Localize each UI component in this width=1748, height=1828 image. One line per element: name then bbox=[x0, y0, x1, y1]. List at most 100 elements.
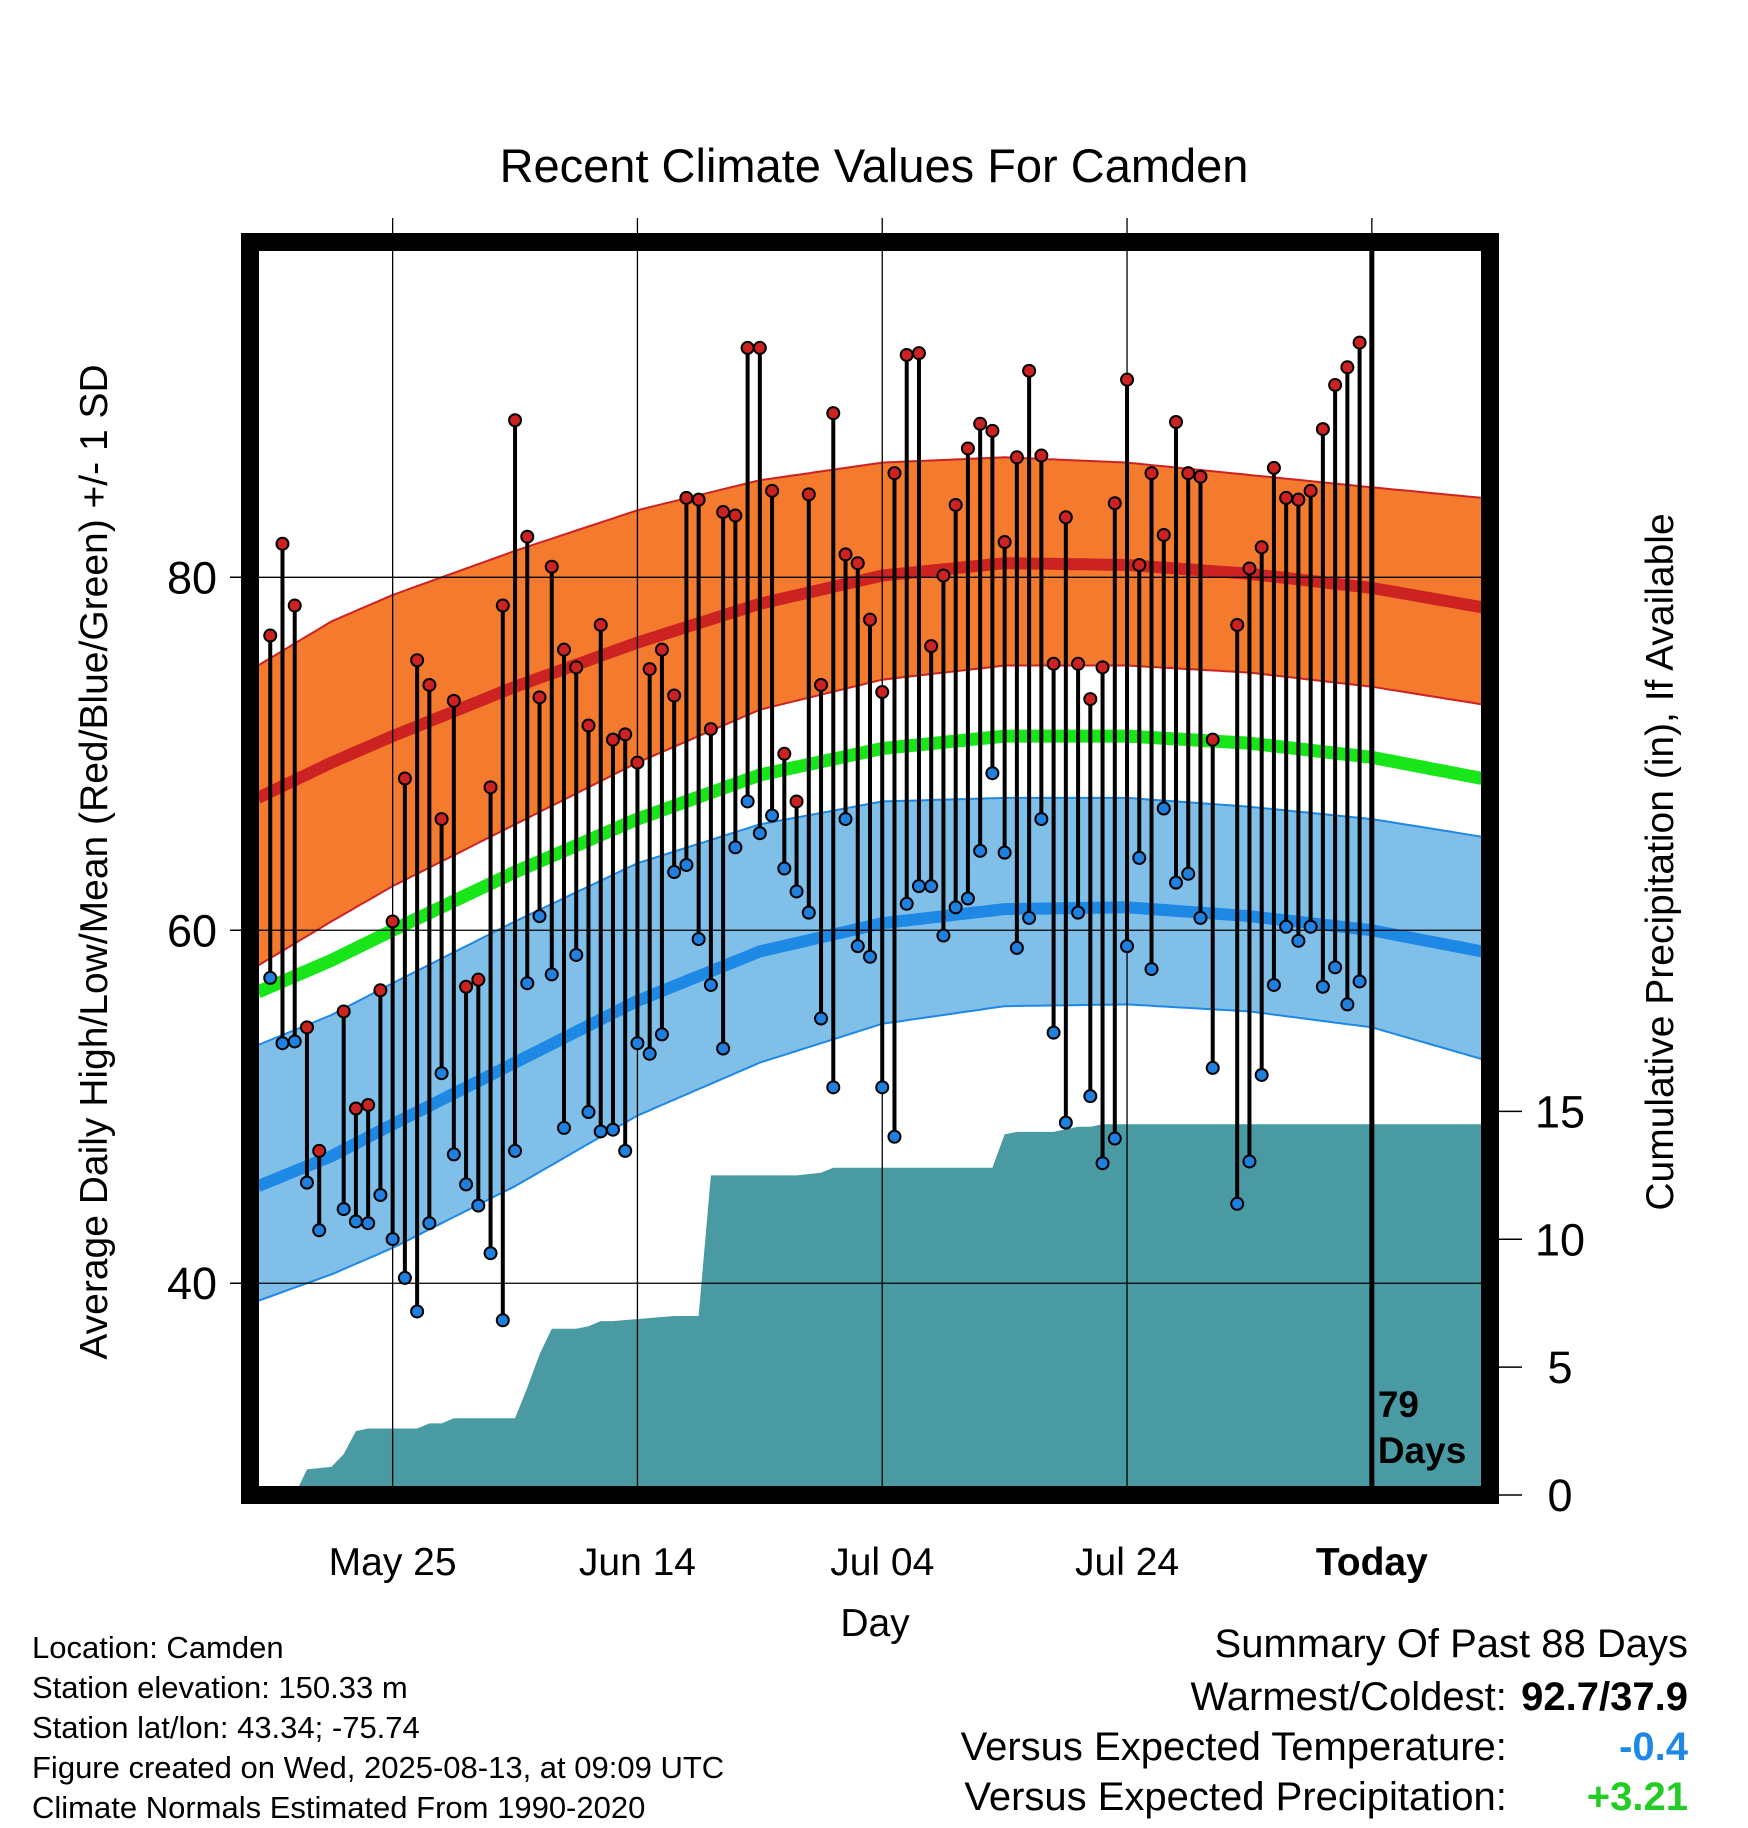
daily-low-point bbox=[850, 939, 865, 954]
daily-low-point bbox=[520, 976, 535, 991]
daily-low-point bbox=[973, 843, 988, 858]
created-text: Figure created on Wed, 2025-08-13, at 09… bbox=[32, 1750, 725, 1785]
latlon-text: Station lat/lon: 43.34; -75.74 bbox=[32, 1710, 420, 1745]
daily-high-point bbox=[410, 653, 425, 668]
daily-high-point bbox=[287, 598, 302, 613]
daily-high-point bbox=[1205, 732, 1220, 747]
daily-low-point bbox=[703, 977, 718, 992]
daily-high-point bbox=[654, 642, 669, 657]
daily-low-point bbox=[1083, 1089, 1098, 1104]
daily-low-point bbox=[1071, 905, 1086, 920]
daily-low-point bbox=[385, 1232, 400, 1247]
daily-high-point bbox=[1181, 466, 1196, 481]
daily-high-point bbox=[1022, 363, 1037, 378]
daily-low-point bbox=[801, 905, 816, 920]
daily-low-point bbox=[434, 1066, 449, 1081]
daily-low-point bbox=[373, 1187, 388, 1202]
daily-low-point bbox=[716, 1041, 731, 1056]
daily-low-point bbox=[863, 949, 877, 964]
normals-text: Climate Normals Estimated From 1990-2020 bbox=[32, 1790, 646, 1825]
daily-low-point bbox=[1193, 910, 1208, 925]
x-tick-label: Jun 14 bbox=[579, 1541, 696, 1584]
y2-axis-label: Cumulative Precipitation (in), If Availa… bbox=[1639, 513, 1682, 1210]
daily-high-point bbox=[789, 794, 804, 809]
daily-high-point bbox=[1352, 335, 1367, 350]
daily-high-point bbox=[973, 416, 988, 431]
daily-low-point bbox=[667, 865, 682, 880]
summary-temperature: Versus Expected Temperature: -0.4 bbox=[961, 1725, 1688, 1770]
daily-high-point bbox=[483, 780, 498, 795]
daily-low-point bbox=[654, 1027, 669, 1042]
daily-low-point bbox=[299, 1175, 314, 1190]
daily-high-point bbox=[838, 547, 853, 562]
daily-low-point bbox=[826, 1080, 841, 1095]
daily-low-point bbox=[814, 1011, 829, 1026]
daily-low-point bbox=[728, 840, 743, 855]
daily-high-point bbox=[1242, 561, 1257, 576]
y2-tick-label: 10 bbox=[1535, 1214, 1585, 1265]
daily-high-point bbox=[936, 568, 951, 583]
daily-high-point bbox=[630, 755, 645, 770]
daily-high-point bbox=[361, 1097, 376, 1112]
daily-low-point bbox=[1230, 1196, 1245, 1211]
daily-high-point bbox=[532, 690, 547, 705]
daily-high-point bbox=[875, 685, 890, 700]
daily-high-point bbox=[814, 677, 829, 692]
daily-low-point bbox=[1107, 1131, 1122, 1146]
summary-precipitation: Versus Expected Precipitation: +3.21 bbox=[964, 1775, 1688, 1820]
x-tick-label: Today bbox=[1316, 1541, 1428, 1584]
daily-high-point bbox=[1279, 490, 1294, 505]
daily-high-point bbox=[765, 483, 780, 498]
chart-title: Recent Climate Values For Camden bbox=[500, 139, 1249, 192]
daily-high-point bbox=[275, 536, 290, 551]
daily-high-point bbox=[1193, 469, 1208, 484]
location-text: Location: Camden bbox=[32, 1630, 284, 1665]
daily-low-point bbox=[1266, 977, 1281, 992]
daily-high-point bbox=[1303, 483, 1318, 498]
daily-high-point bbox=[605, 732, 620, 747]
daily-high-point bbox=[1009, 450, 1024, 465]
daily-low-point bbox=[838, 812, 853, 827]
daily-low-point bbox=[397, 1270, 412, 1285]
daily-high-point bbox=[1144, 466, 1159, 481]
daily-low-point bbox=[361, 1216, 376, 1231]
daily-high-point bbox=[679, 490, 694, 505]
daily-low-point bbox=[997, 845, 1012, 860]
daily-high-point bbox=[887, 466, 902, 481]
daily-high-point bbox=[593, 617, 608, 632]
daily-high-point bbox=[385, 914, 400, 929]
daily-low-point bbox=[1058, 1115, 1073, 1130]
daily-high-point bbox=[1120, 372, 1135, 387]
daily-low-point bbox=[740, 794, 755, 809]
daily-high-point bbox=[985, 423, 1000, 438]
daily-low-point bbox=[630, 1036, 645, 1051]
daily-low-point bbox=[1169, 875, 1183, 890]
daily-high-point bbox=[348, 1101, 363, 1116]
daily-high-point bbox=[336, 1004, 351, 1019]
daily-low-point bbox=[1156, 801, 1171, 816]
daily-high-point bbox=[1132, 557, 1147, 572]
daily-high-point bbox=[1315, 422, 1330, 437]
daily-low-point bbox=[1034, 812, 1049, 827]
daily-low-point bbox=[1022, 910, 1037, 925]
daily-high-point bbox=[801, 487, 816, 502]
daily-high-point bbox=[1156, 527, 1171, 542]
daily-high-point bbox=[728, 508, 743, 523]
daily-low-point bbox=[446, 1147, 461, 1162]
daily-low-point bbox=[1242, 1154, 1257, 1169]
daily-high-point bbox=[263, 628, 278, 643]
daily-low-point bbox=[348, 1214, 363, 1229]
daily-low-point bbox=[508, 1143, 523, 1158]
daily-high-point bbox=[1046, 656, 1061, 671]
daily-high-point bbox=[850, 556, 865, 571]
daily-low-point bbox=[1291, 933, 1306, 948]
daily-high-point bbox=[948, 497, 963, 512]
daily-high-point bbox=[642, 662, 657, 677]
daily-low-point bbox=[777, 861, 792, 876]
daily-low-point bbox=[1315, 979, 1330, 994]
daily-low-point bbox=[1132, 850, 1147, 865]
daily-low-point bbox=[985, 766, 1000, 781]
daily-high-point bbox=[618, 727, 633, 742]
y-tick-label: 80 bbox=[167, 552, 217, 603]
daily-high-point bbox=[752, 340, 767, 355]
